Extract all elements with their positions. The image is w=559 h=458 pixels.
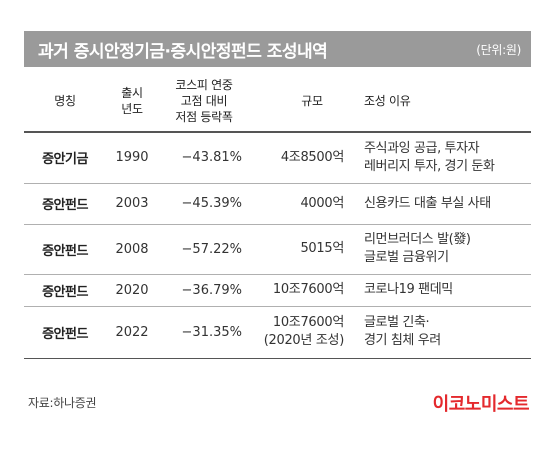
table-row: 증안기금 1990 −43.81% 4조8500억 주식과잉 공급, 투자자 레… [24,132,531,184]
column-header-size: 규모 [250,70,350,133]
table-header-row: 명칭 출시 년도 코스피 연중 고점 대비 저점 등락폭 규모 조성 이유 [24,70,531,133]
row-name: 증안기금 [24,132,106,184]
column-header-year: 출시 년도 [106,70,158,133]
row-year: 1990 [106,132,158,184]
row-change: −43.81% [158,132,250,184]
column-header-reason: 조성 이유 [350,70,531,133]
row-reason: 주식과잉 공급, 투자자 레버리지 투자, 경기 둔화 [350,132,531,184]
row-reason: 글로벌 긴축· 경기 침체 우려 [350,306,531,359]
row-reason: 코로나19 팬데믹 [350,274,531,307]
row-size: 4000억 [250,183,350,225]
table-row: 증안펀드 2003 −45.39% 4000억 신용카드 대출 부실 사태 [24,183,531,225]
row-name: 증안펀드 [24,274,106,307]
row-name: 증안펀드 [24,306,106,359]
title-bar: 과거 증시안정기금·증시안정펀드 조성내역 (단위:원) [24,31,531,67]
table-row: 증안펀드 2008 −57.22% 5015억 리먼브러더스 발(發) 글로벌 … [24,224,531,275]
brand-logo: 이코노미스트 [432,394,530,415]
source-note: 자료:하나증권 [28,396,97,410]
table-row: 증안펀드 2020 −36.79% 10조7600억 코로나19 팬데믹 [24,274,531,307]
page-title: 과거 증시안정기금·증시안정펀드 조성내역 [38,41,328,62]
table-row: 증안펀드 2022 −31.35% 10조7600억 (2020년 조성) 글로… [24,306,531,359]
row-reason: 신용카드 대출 부실 사태 [350,183,531,225]
row-change: −31.35% [158,306,250,359]
row-year: 2008 [106,224,158,275]
unit-label: (단위:원) [476,42,521,57]
row-change: −36.79% [158,274,250,307]
row-reason: 리먼브러더스 발(發) 글로벌 금융위기 [350,224,531,275]
row-year: 2022 [106,306,158,359]
row-name: 증안펀드 [24,224,106,275]
row-size: 10조7600억 [250,274,350,307]
fund-history-table: 명칭 출시 년도 코스피 연중 고점 대비 저점 등락폭 규모 조성 이유 증안… [24,70,531,359]
row-size: 10조7600억 (2020년 조성) [250,306,350,359]
row-change: −45.39% [158,183,250,225]
row-change: −57.22% [158,224,250,275]
row-size: 4조8500억 [250,132,350,184]
column-header-name: 명칭 [24,70,106,133]
row-size: 5015억 [250,224,350,275]
row-name: 증안펀드 [24,183,106,225]
column-header-change: 코스피 연중 고점 대비 저점 등락폭 [158,70,250,133]
row-year: 2003 [106,183,158,225]
row-year: 2020 [106,274,158,307]
